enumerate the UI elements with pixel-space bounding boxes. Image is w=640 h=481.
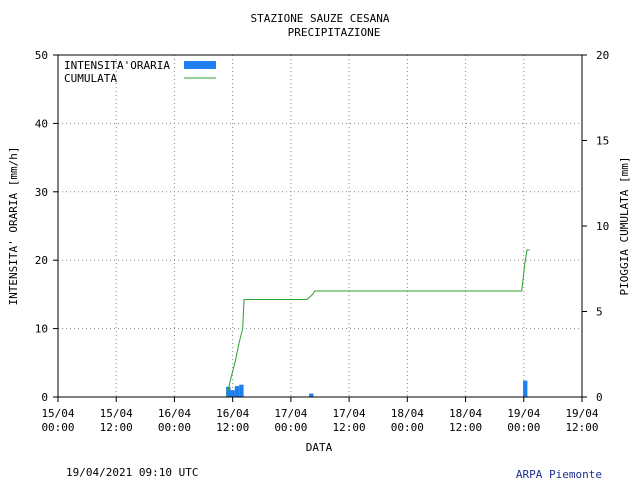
bar-mark xyxy=(234,386,240,397)
cumulative-series xyxy=(58,249,530,398)
x-tick-label-time: 00:00 xyxy=(274,421,307,434)
x-tick-label-time: 00:00 xyxy=(507,421,540,434)
y-right-tick-label: 20 xyxy=(596,49,609,62)
bar-mark xyxy=(309,393,314,397)
x-tick-label-time: 12:00 xyxy=(449,421,482,434)
legend-swatch-bar xyxy=(184,61,216,69)
cumulative-line xyxy=(58,249,530,398)
y-left-tick-label: 10 xyxy=(35,323,48,336)
chart-title: STAZIONE SAUZE CESANA xyxy=(250,12,390,25)
y-left-tick-label: 30 xyxy=(35,186,48,199)
legend-label: INTENSITA'ORARIA xyxy=(64,59,170,72)
x-tick-label-date: 17/04 xyxy=(333,407,366,420)
update-timestamp: 19/04/2021 09:10 UTC xyxy=(66,466,199,479)
chart-title-block: STAZIONE SAUZE CESANA PRECIPITAZIONE xyxy=(0,12,640,40)
y-axis-right-label: PIOGGIA CUMULATA [mm] xyxy=(618,156,631,295)
x-tick-label-time: 12:00 xyxy=(216,421,249,434)
legend-label: CUMULATA xyxy=(64,72,117,85)
bar-mark xyxy=(239,384,244,397)
x-tick-label-time: 00:00 xyxy=(391,421,424,434)
bars-series xyxy=(226,380,528,397)
bar-mark xyxy=(230,390,235,397)
bar-mark xyxy=(523,380,528,397)
plot-frame xyxy=(57,54,583,398)
x-tick-label-date: 17/04 xyxy=(274,407,307,420)
y-right-tick-label: 5 xyxy=(596,306,603,319)
x-tick-label-date: 19/04 xyxy=(565,407,598,420)
grid xyxy=(58,55,582,397)
y-axis-left-label: INTENSITA' ORARIA [mm/h] xyxy=(7,147,20,306)
chart-subtitle: PRECIPITAZIONE xyxy=(287,26,381,39)
x-tick-label-date: 16/04 xyxy=(216,407,249,420)
x-tick-label-date: 18/04 xyxy=(449,407,482,420)
x-tick-label-date: 18/04 xyxy=(391,407,424,420)
bar-mark xyxy=(226,386,231,397)
y-right-tick-label: 10 xyxy=(596,220,609,233)
y-left-tick-label: 20 xyxy=(35,254,48,267)
axes: 010203040500510152015/0400:0015/0412:001… xyxy=(35,49,610,434)
x-tick-label-time: 00:00 xyxy=(41,421,74,434)
x-tick-label-time: 12:00 xyxy=(565,421,598,434)
y-left-tick-label: 40 xyxy=(35,117,48,130)
y-left-tick-label: 0 xyxy=(41,391,48,404)
x-axis-label: DATA xyxy=(306,441,333,454)
y-left-tick-label: 50 xyxy=(35,49,48,62)
x-tick-label-time: 00:00 xyxy=(158,421,191,434)
x-tick-label-time: 12:00 xyxy=(100,421,133,434)
x-tick-label-date: 15/04 xyxy=(41,407,74,420)
brand-label: ARPA Piemonte xyxy=(515,468,602,481)
x-tick-label-time: 12:00 xyxy=(333,421,366,434)
x-tick-label-date: 19/04 xyxy=(507,407,540,420)
y-right-tick-label: 15 xyxy=(596,135,609,148)
y-right-tick-label: 0 xyxy=(596,391,603,404)
x-tick-label-date: 16/04 xyxy=(158,407,191,420)
x-tick-label-date: 15/04 xyxy=(100,407,133,420)
